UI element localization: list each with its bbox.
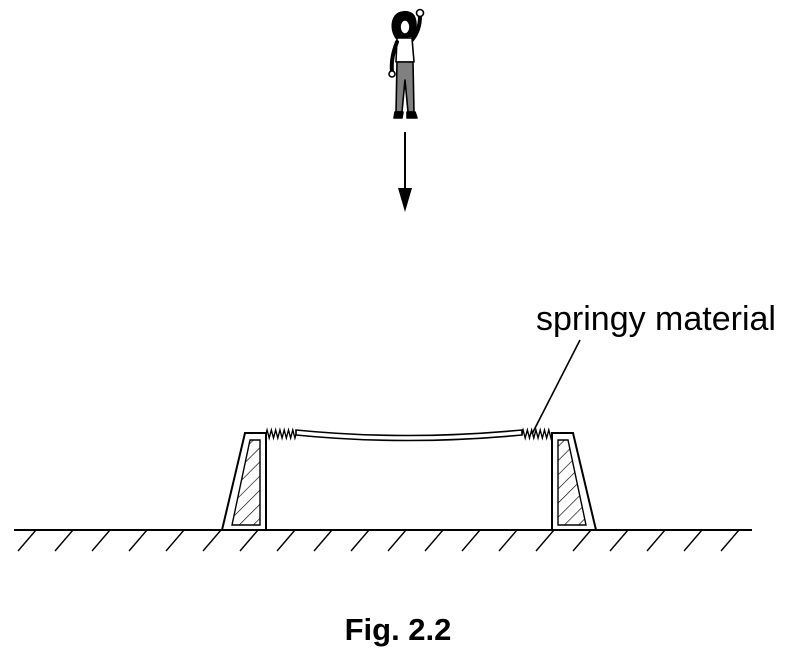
ground-hatch-line <box>683 529 703 552</box>
figure-caption: Fig. 2.2 <box>345 612 452 647</box>
ground-hatch-line <box>646 529 666 552</box>
ground-hatch-line <box>276 529 296 552</box>
ground-hatching <box>14 529 752 552</box>
ground-hatch-line <box>720 529 740 552</box>
ground-hatch-line <box>609 529 629 552</box>
ground-hatch-line <box>54 529 74 552</box>
annotation-label: springy material <box>536 300 776 338</box>
ground-hatch-line <box>572 529 592 552</box>
left-spring <box>265 427 297 441</box>
trampoline <box>220 427 598 531</box>
ground-hatch-line <box>128 529 148 552</box>
ground-hatch-line <box>17 529 37 552</box>
ground-hatch-line <box>498 529 518 552</box>
downward-arrow-icon <box>398 132 412 212</box>
ground-hatch-line <box>239 529 259 552</box>
ground-hatch-line <box>424 529 444 552</box>
ground-hatch-line <box>202 529 222 552</box>
annotation-pointer <box>531 339 581 435</box>
ground-hatch-line <box>91 529 111 552</box>
trampoline-bed <box>295 429 523 442</box>
ground-hatch-line <box>387 529 407 552</box>
ground-hatch-line <box>535 529 555 552</box>
right-spring <box>521 427 553 441</box>
ground-hatch-line <box>313 529 333 552</box>
person-jumping-icon <box>388 8 425 119</box>
ground-hatch-line <box>350 529 370 552</box>
ground-hatch-line <box>165 529 185 552</box>
ground-hatch-line <box>461 529 481 552</box>
